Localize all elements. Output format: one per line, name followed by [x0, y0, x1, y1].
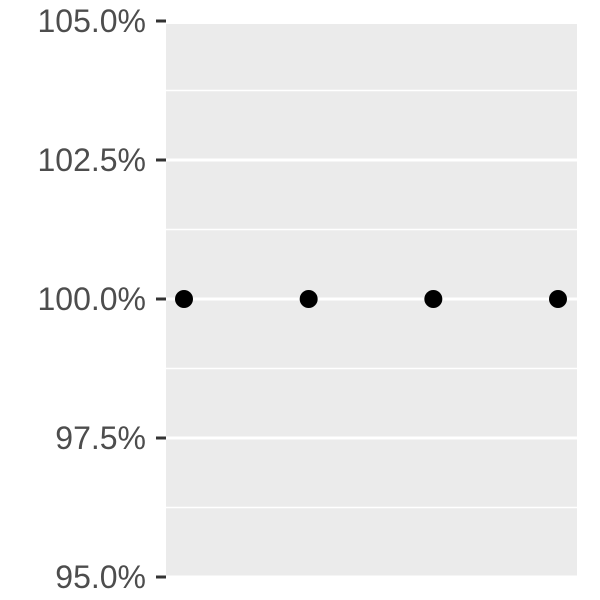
- data-point: [175, 290, 193, 308]
- y-tick-label: 95.0%: [55, 559, 146, 595]
- data-point: [424, 290, 443, 308]
- y-tick-label: 97.5%: [55, 420, 146, 456]
- data-points: [175, 290, 567, 308]
- data-point: [299, 290, 318, 308]
- grid-lines: [166, 19, 577, 579]
- data-point: [549, 290, 567, 308]
- y-tick-label: 102.5%: [37, 142, 146, 178]
- y-tick-label: 100.0%: [37, 281, 146, 317]
- y-axis: 95.0% 97.5% 100.0% 102.5% 105.0%: [37, 3, 166, 595]
- y-tick-label: 105.0%: [37, 3, 146, 39]
